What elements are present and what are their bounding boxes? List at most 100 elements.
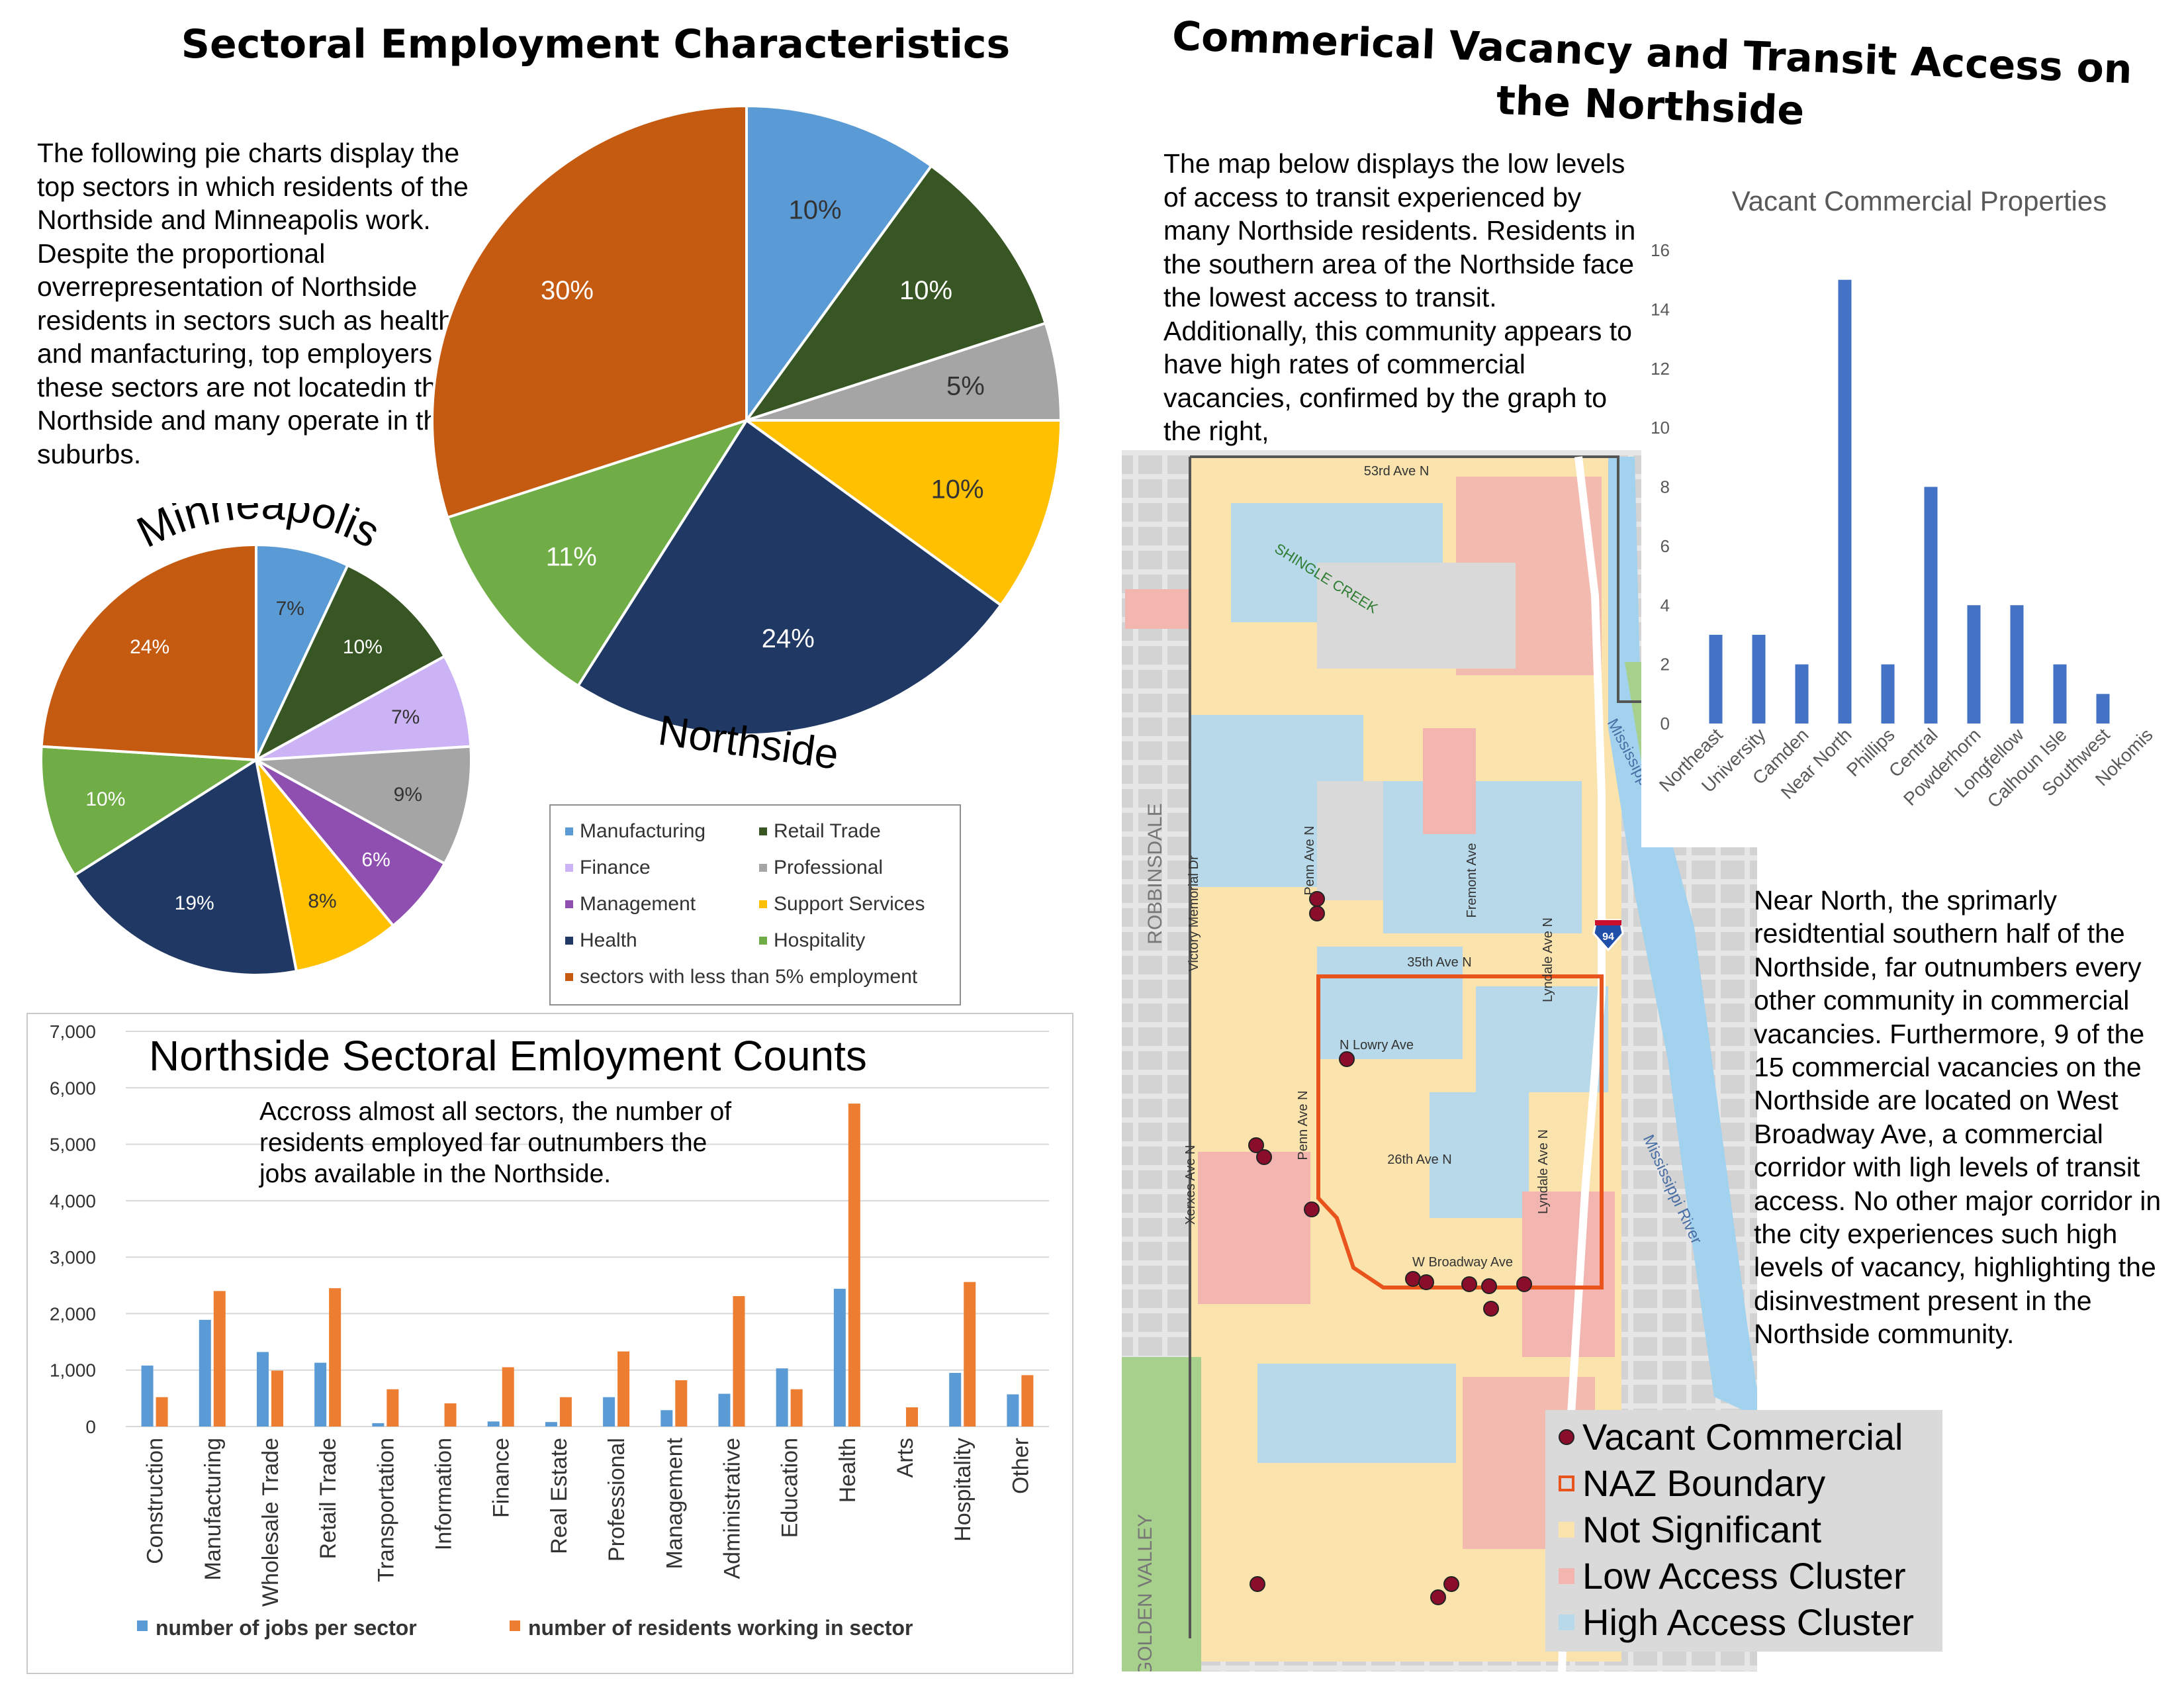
vacant-commercial-marker [1461, 1276, 1477, 1292]
legend-swatch [565, 900, 573, 908]
pie-slice-health [576, 418, 1003, 737]
pie-slice-manufacturing [255, 543, 350, 761]
pie-slice-management [255, 759, 447, 928]
pie-label-health: 19% [175, 892, 214, 914]
vacancy-bar-powderhorn [1967, 605, 1981, 724]
x-tick-label-retail-trade: Retail Trade [316, 1438, 341, 1559]
pie-slice-manufacturing [745, 104, 933, 425]
bar-finance-jobs [487, 1421, 500, 1427]
map-legend-item-low-access-cluster: Low Access Cluster [1559, 1554, 1906, 1597]
legend-swatch [759, 937, 767, 945]
map-legend-swatch [1559, 1568, 1574, 1584]
pie-label-manufacturing: 7% [276, 598, 304, 620]
bar-administrative-residents [733, 1295, 745, 1427]
pie-slice-retail-trade [743, 164, 1048, 423]
legend-label: Management [580, 893, 696, 915]
pie-slice-hospitality [445, 418, 750, 688]
bar-transportation-residents [387, 1389, 399, 1427]
bar-hospitality-residents [964, 1282, 976, 1427]
map-street-label: Xerxes Ave N [1183, 1145, 1198, 1225]
bar-arts-residents [906, 1407, 919, 1427]
map-street-label: Penn Ave N [1302, 825, 1317, 895]
pie-legend-item-management: Management [565, 893, 696, 915]
vacancy-y-tick-label: 4 [1661, 595, 1670, 615]
pie-label-hospitality: 10% [85, 788, 125, 810]
map-legend-swatch [1559, 1614, 1574, 1630]
map-street-label: Fremont Ave [1465, 843, 1479, 917]
legend-label: Health [580, 929, 637, 951]
vacant-commercial-marker [1256, 1149, 1272, 1165]
legend-label: sectors with less than 5% employment [580, 966, 918, 988]
vacant-commercial-marker [1339, 1051, 1355, 1067]
map-street-label: 35th Ave N [1407, 955, 1471, 970]
map-legend-label: High Access Cluster [1582, 1601, 1915, 1643]
bar-manufacturing-residents [213, 1291, 226, 1427]
y-tick-label: 4,000 [50, 1191, 96, 1211]
sector-counts-annotation: Accross almost all sectors, the number o… [259, 1098, 732, 1188]
pie-slice-sectors-with-less-than-5-employment [431, 104, 748, 520]
map-street-label: ROBBINSDALE [1144, 803, 1166, 944]
pie-slice-retail-trade [253, 563, 447, 763]
bar-retail-trade-residents [329, 1288, 341, 1427]
bar-education-jobs [776, 1368, 788, 1427]
legend-swatch [759, 864, 767, 872]
pie-slice-finance [255, 654, 473, 761]
vacant-commercial-marker [1483, 1301, 1499, 1317]
legend-swatch [565, 864, 573, 872]
bar-manufacturing-jobs [199, 1319, 211, 1427]
pie-slice-health [72, 757, 298, 976]
right-title: Commerical Vacancy and Transit Access on… [1171, 13, 2133, 135]
y-tick-label: 0 [85, 1417, 96, 1437]
sector-counts-chart: 0 1,000 2,000 3,000 4,000 5,000 6,000 7,000 Con… [50, 1021, 1049, 1640]
vacancy-y-tick-label: 0 [1661, 714, 1670, 733]
bar-health-jobs [833, 1288, 846, 1427]
map-legend-label: NAZ Boundary [1582, 1462, 1826, 1504]
legend-label: Manufacturing [580, 820, 706, 842]
vacancy-y-tick-label: 6 [1661, 536, 1670, 556]
bar-construction-jobs [141, 1365, 154, 1427]
right-outro-text: Near North, the sprimarly residtential s… [1754, 885, 2161, 1350]
legend-swatch-jobs [137, 1620, 148, 1631]
map-legend-swatch [1559, 1475, 1574, 1491]
x-tick-label-information: Information [432, 1438, 457, 1550]
vacancy-y-tick-label: 2 [1661, 655, 1670, 675]
pie-slice-support-services [742, 419, 1063, 607]
pie-label-sectors-with-less-than-5-employment: 24% [130, 636, 169, 658]
interstate-94-label: 94 [1602, 931, 1614, 943]
bar-management-residents [675, 1380, 688, 1427]
vacancy-bar-near-north [1838, 279, 1852, 724]
pie-slice-professional [746, 321, 1063, 422]
bar-education-residents [790, 1389, 803, 1427]
vacant-commercial-marker [1516, 1276, 1532, 1292]
bar-wholesale-trade-jobs [256, 1352, 269, 1427]
vacancy-y-tick-label: 14 [1651, 299, 1670, 319]
right-intro-text: The map below displays the low levels of… [1163, 148, 1636, 446]
map-street-label: Victory Memorial Dr [1187, 855, 1201, 972]
bar-other-jobs [1007, 1394, 1019, 1427]
bar-professional-jobs [603, 1397, 615, 1427]
bar-management-jobs [660, 1410, 673, 1427]
map-street-label: Lyndale Ave N [1536, 1129, 1551, 1214]
legend-swatch [759, 827, 767, 835]
pie-label-management: 6% [361, 849, 390, 870]
x-tick-label-arts: Arts [893, 1438, 918, 1477]
pie-label-professional: 9% [394, 784, 422, 806]
legend-label-residents: number of residents working in sector [528, 1616, 913, 1640]
map-legend-label: Low Access Cluster [1582, 1555, 1906, 1597]
vacancy-bar-southwest [2096, 694, 2110, 724]
vacancy-bar-longfellow [2010, 605, 2024, 724]
pie-slice-professional [251, 745, 473, 866]
pie-legend-item-support-services: Support Services [759, 893, 925, 915]
y-tick-label: 7,000 [50, 1021, 96, 1042]
bar-professional-residents [617, 1351, 630, 1427]
legend-label: Professional [774, 857, 884, 878]
vacancy-bar-university [1752, 634, 1766, 724]
bar-finance-residents [502, 1367, 514, 1427]
pie-legend-item-sectors-with-less-than-5-employment: sectors with less than 5% employment [565, 966, 917, 988]
pie-label-support-services: 8% [308, 890, 336, 912]
vacant-commercial-marker [1443, 1576, 1459, 1592]
pie-legend-item-hospitality: Hospitality [759, 929, 865, 952]
pie-slice-hospitality [40, 745, 261, 877]
pie-label-retail-trade: 10% [343, 636, 383, 658]
x-tick-label-administrative: Administrative [719, 1438, 745, 1579]
